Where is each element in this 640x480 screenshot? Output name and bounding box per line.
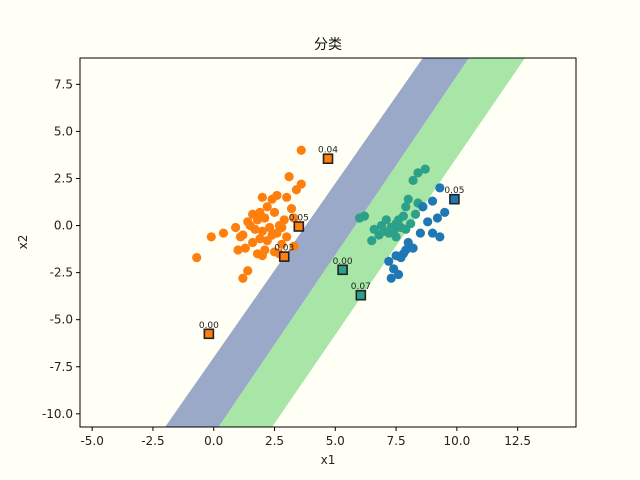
- highlighted-point-label: 0.00: [333, 257, 353, 267]
- data-point-series-0: [240, 243, 250, 253]
- data-point-series-0: [269, 207, 280, 217]
- data-point-series-2: [427, 228, 438, 238]
- highlighted-point: [449, 193, 460, 205]
- highlighted-point: [337, 264, 348, 276]
- y-axis-ticks: 7.5 5.0 2.5 0.0 -2.5 -5.0 -7.5 -10.0: [42, 77, 80, 421]
- data-point-series-0: [257, 192, 267, 202]
- y-tick-label: 7.5: [54, 77, 73, 91]
- data-point-series-1: [408, 175, 418, 185]
- data-point-series-0: [257, 226, 267, 236]
- data-point-series-0: [284, 172, 294, 182]
- highlighted-point: [355, 289, 367, 301]
- y-tick-label: -2.5: [50, 266, 73, 280]
- data-point-series-0: [289, 241, 299, 251]
- data-point-series-2: [435, 232, 445, 242]
- data-point-series-2: [384, 256, 394, 266]
- data-point-series-0: [238, 273, 248, 283]
- highlighted-point-label: 0.05: [289, 213, 309, 223]
- data-point-series-1: [391, 232, 401, 242]
- data-point-series-0: [296, 145, 306, 155]
- data-point-series-0: [286, 204, 297, 214]
- data-point-series-1: [369, 224, 379, 234]
- y-axis-label: x2: [16, 235, 30, 250]
- y-tick-label: -10.0: [42, 407, 73, 421]
- highlighted-point-label: 0.03: [274, 244, 294, 254]
- data-point-series-2: [440, 207, 450, 217]
- y-tick-label: 0.0: [54, 219, 73, 233]
- data-point-series-0: [257, 251, 267, 261]
- data-point-series-0: [262, 236, 272, 246]
- x-tick-label: 5.0: [326, 434, 345, 448]
- data-point-series-1: [355, 213, 365, 223]
- y-tick-label: 2.5: [54, 171, 73, 185]
- data-point-series-0: [252, 215, 263, 225]
- data-point-series-2: [435, 183, 445, 193]
- data-point-series-0: [282, 232, 292, 242]
- y-tick-label: -7.5: [50, 360, 73, 374]
- data-point-series-0: [265, 222, 275, 233]
- data-point-series-1: [376, 220, 387, 231]
- data-point-series-0: [233, 245, 243, 255]
- highlighted-point: [322, 153, 334, 165]
- plot-frame: [79, 57, 577, 428]
- highlighted-point: [293, 221, 305, 232]
- data-point-series-1: [420, 164, 430, 174]
- data-point-series-0: [282, 192, 292, 202]
- data-point-series-2: [418, 202, 428, 212]
- x-tick-label: 7.5: [387, 434, 406, 448]
- x-tick-label: -2.5: [141, 434, 164, 448]
- data-point-series-2: [386, 273, 396, 283]
- data-point-series-0: [243, 266, 253, 276]
- data-point-series-2: [423, 217, 433, 227]
- data-point-series-1: [413, 168, 423, 178]
- data-point-series-2: [408, 243, 418, 253]
- data-point-series-2: [432, 213, 443, 223]
- x-axis-ticks: -5.0 -2.5 0.0 2.5 5.0 7.5 10.0 12.5: [80, 427, 531, 448]
- data-point-series-0: [260, 213, 270, 223]
- highlighted-point-label: 0.00: [199, 321, 219, 331]
- data-point-series-1: [384, 228, 394, 238]
- y-tick-label: -5.0: [50, 313, 73, 327]
- data-point-series-0: [255, 234, 265, 244]
- highlighted-point: [278, 251, 290, 262]
- data-point-series-1: [410, 209, 421, 219]
- data-point-series-2: [391, 251, 401, 261]
- x-tick-label: 12.5: [504, 434, 531, 448]
- data-point-series-0: [289, 213, 299, 223]
- data-point-series-2: [393, 269, 404, 280]
- decision-band-0: [165, 58, 470, 427]
- data-point-series-0: [248, 237, 258, 248]
- data-point-series-0: [250, 224, 260, 234]
- highlighted-point-label: 0.04: [318, 146, 338, 156]
- highlighted-point: [203, 328, 215, 340]
- x-axis-label: x1: [321, 453, 336, 467]
- data-point-series-0: [235, 232, 246, 242]
- x-tick-label: -5.0: [80, 434, 103, 448]
- data-points: [192, 145, 450, 283]
- data-point-series-0: [231, 222, 241, 233]
- x-tick-label: 0.0: [204, 434, 223, 448]
- data-point-series-0: [192, 252, 202, 263]
- data-point-series-1: [367, 236, 377, 246]
- x-tick-label: 10.0: [444, 434, 471, 448]
- x-tick-label: 2.5: [265, 434, 284, 448]
- data-point-series-0: [277, 239, 287, 249]
- data-point-series-0: [206, 232, 216, 242]
- data-point-series-0: [218, 228, 229, 238]
- chart-title: 分类: [314, 37, 342, 53]
- y-tick-label: 5.0: [54, 124, 73, 138]
- data-point-series-2: [415, 228, 425, 238]
- data-point-series-2: [427, 196, 438, 206]
- data-point-series-0: [267, 194, 277, 204]
- data-point-series-1: [401, 202, 411, 212]
- data-point-series-1: [401, 224, 411, 234]
- highlighted-point-label: 0.05: [444, 186, 464, 196]
- highlighted-points: 0.04 0.05 0.03 0.00 0.00 0.07 0.05: [199, 146, 464, 340]
- data-point-series-0: [262, 202, 272, 212]
- highlighted-point-label: 0.07: [351, 282, 371, 292]
- data-point-series-1: [403, 194, 413, 204]
- data-point-series-0: [291, 185, 301, 195]
